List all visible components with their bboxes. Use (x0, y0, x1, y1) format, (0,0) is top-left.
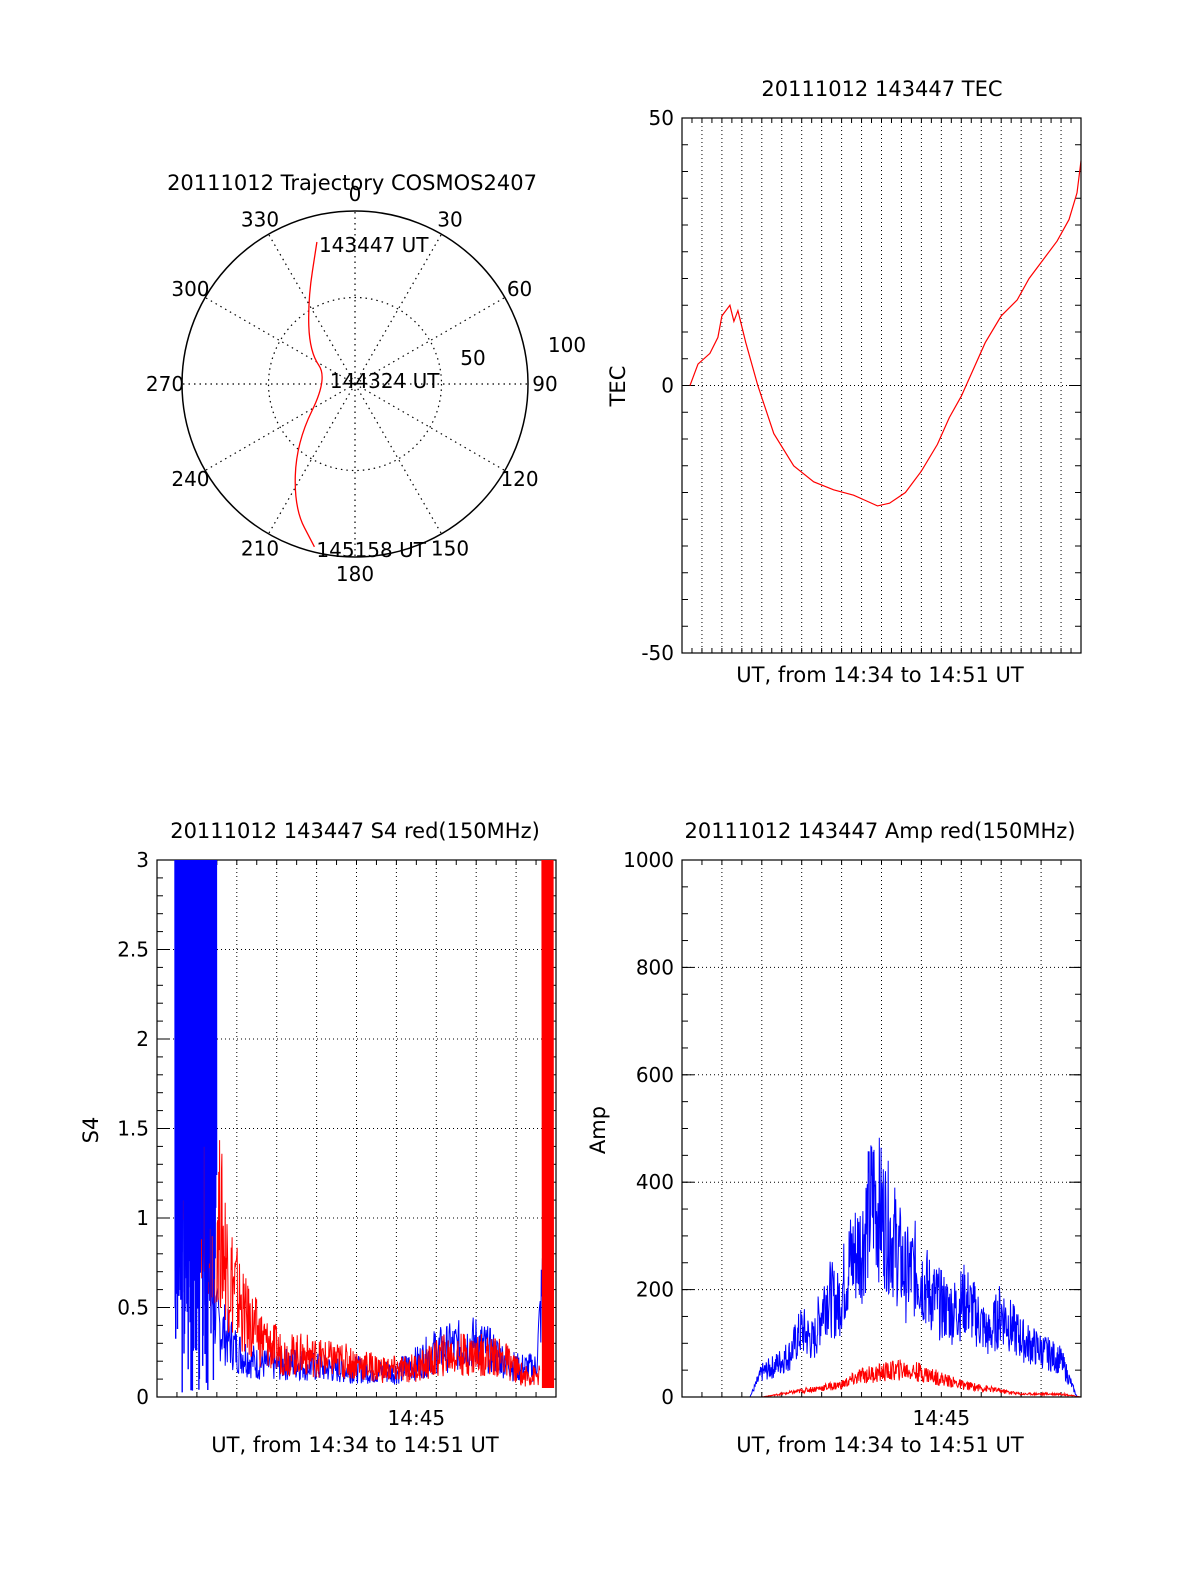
trajectory-polar-plot: 0 30 60 90 120 150 180 210 240 270 300 330 50 100 1434… (146, 182, 586, 586)
amp-ylabel: Amp (586, 1106, 610, 1154)
angle-label-300: 300 (171, 277, 209, 301)
angle-label-120: 120 (500, 467, 538, 491)
tec-plot: 50 0 -50 (641, 106, 1082, 665)
trajectory-label-mid: 144324 UT (330, 369, 440, 393)
s4-ytick-label: 1 (136, 1206, 149, 1230)
angle-label-330: 330 (241, 207, 279, 231)
trajectory-label-end: 145158 UT (316, 538, 426, 562)
tec-ytick-label: 0 (661, 374, 674, 398)
amp-ytick-label: 0 (661, 1385, 674, 1409)
polar-spoke-240 (204, 383, 356, 472)
angle-label-60: 60 (507, 277, 532, 301)
s4-xtick-label: 14:45 (388, 1406, 446, 1430)
polar-spoke-30 (354, 233, 443, 385)
amp-ytick-label: 200 (636, 1278, 674, 1302)
polar-spoke-300 (204, 296, 356, 385)
tec-ytick-label: 50 (649, 106, 674, 130)
tec-series-red (689, 160, 1082, 507)
s4-plot: 0 0.5 1 1.5 2 2.5 3 14:45 (117, 848, 557, 1430)
s4-ytick-label: 1.5 (117, 1117, 149, 1141)
s4-ytick-label: 0 (136, 1385, 149, 1409)
s4-xlabel: UT, from 14:34 to 14:51 UT (211, 1433, 499, 1457)
polar-spoke-120 (354, 383, 506, 472)
amp-frame (681, 859, 1082, 1398)
s4-series-blue (176, 1019, 553, 1385)
polar-spoke-150 (354, 383, 443, 535)
amp-ytick-label: 400 (636, 1170, 674, 1194)
trajectory-line (294, 241, 323, 548)
angle-label-270: 270 (146, 372, 184, 396)
radial-label-100: 100 (548, 333, 586, 357)
amp-xtick-label: 14:45 (913, 1406, 971, 1430)
s4-frame (156, 859, 557, 1398)
tec-title: 20111012 143447 TEC (761, 77, 1002, 101)
tec-frame (681, 117, 1082, 654)
s4-ytick-label: 0.5 (117, 1296, 149, 1320)
tec-ylabel: TEC (606, 366, 630, 408)
s4-ytick-label: 2 (136, 1027, 149, 1051)
polar-spoke-60 (354, 296, 506, 385)
tec-ytick-label: -50 (641, 641, 674, 665)
radial-label-50: 50 (460, 346, 485, 370)
angle-label-210: 210 (241, 537, 279, 561)
trajectory-label-start: 143447 UT (319, 233, 429, 257)
trajectory-title: 20111012 Trajectory COSMOS2407 (167, 171, 537, 195)
polar-spoke-330 (267, 233, 356, 385)
s4-ytick-label: 3 (136, 848, 149, 872)
angle-label-90: 90 (532, 372, 557, 396)
amp-ytick-label: 800 (636, 955, 674, 979)
angle-label-0: 0 (349, 182, 362, 206)
amp-series-blue (682, 1137, 1081, 1398)
amp-ytick-label: 1000 (623, 848, 674, 872)
amp-title: 20111012 143447 Amp red(150MHz) (684, 819, 1075, 843)
s4-ylabel: S4 (79, 1117, 103, 1144)
polar-spoke-210 (267, 383, 356, 535)
s4-title: 20111012 143447 S4 red(150MHz) (170, 819, 540, 843)
amp-xlabel: UT, from 14:34 to 14:51 UT (736, 1433, 1024, 1457)
s4-ytick-label: 2.5 (117, 938, 149, 962)
polar-grid-circle-50 (267, 296, 443, 472)
polar-outer-circle (181, 210, 529, 558)
angle-label-240: 240 (171, 467, 209, 491)
angle-label-180: 180 (336, 562, 374, 586)
angle-label-150: 150 (431, 537, 469, 561)
s4-burst-blue (174, 859, 218, 1393)
amp-series-red (682, 1359, 1082, 1398)
s4-series-red (216, 1140, 541, 1387)
amp-plot: 0 200 400 600 800 1000 14:45 (623, 848, 1082, 1430)
angle-label-30: 30 (437, 207, 462, 231)
tec-xlabel: UT, from 14:34 to 14:51 UT (736, 663, 1024, 687)
s4-late-red (541, 859, 555, 1389)
amp-ytick-label: 600 (636, 1063, 674, 1087)
